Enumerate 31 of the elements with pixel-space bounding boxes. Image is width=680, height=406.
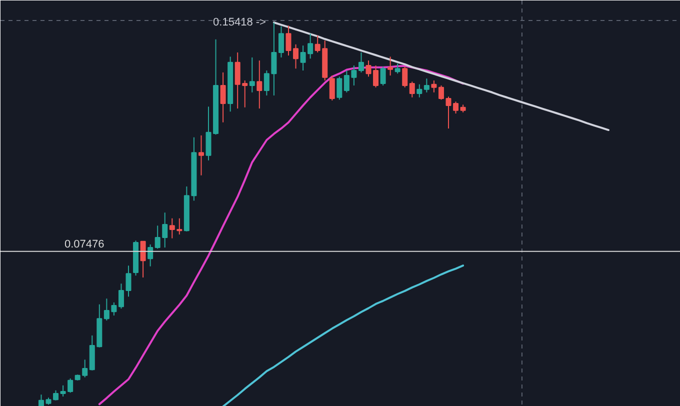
candlestick bbox=[256, 60, 262, 110]
candlestick bbox=[162, 212, 168, 248]
candlestick bbox=[148, 244, 154, 267]
candlestick bbox=[118, 283, 124, 310]
candlestick bbox=[409, 81, 415, 98]
candlestick bbox=[220, 72, 226, 123]
candlestick bbox=[68, 378, 74, 394]
candlestick bbox=[416, 84, 422, 98]
annotation: 0.15418 -> bbox=[213, 16, 266, 28]
candlestick bbox=[380, 66, 386, 86]
candlestick bbox=[140, 240, 146, 278]
candlestick bbox=[264, 70, 270, 96]
annotation: 0.07476 bbox=[64, 238, 104, 250]
candlestick bbox=[402, 66, 408, 88]
candlestick bbox=[388, 56, 394, 76]
candlestick bbox=[60, 384, 66, 398]
candlestick bbox=[278, 26, 284, 58]
candlestick bbox=[271, 22, 277, 96]
candlestick bbox=[82, 359, 88, 378]
candlestick bbox=[329, 74, 335, 101]
candlestick bbox=[198, 134, 204, 176]
candlestick bbox=[176, 218, 182, 235]
candlestick bbox=[358, 52, 364, 73]
candlestick bbox=[431, 80, 437, 93]
candlestick bbox=[249, 56, 255, 93]
candlestick bbox=[424, 78, 430, 93]
candlestick bbox=[336, 76, 342, 100]
candlestick bbox=[394, 63, 400, 74]
candlestick bbox=[126, 265, 132, 298]
candlestick bbox=[169, 218, 175, 239]
candlestick bbox=[154, 225, 160, 250]
